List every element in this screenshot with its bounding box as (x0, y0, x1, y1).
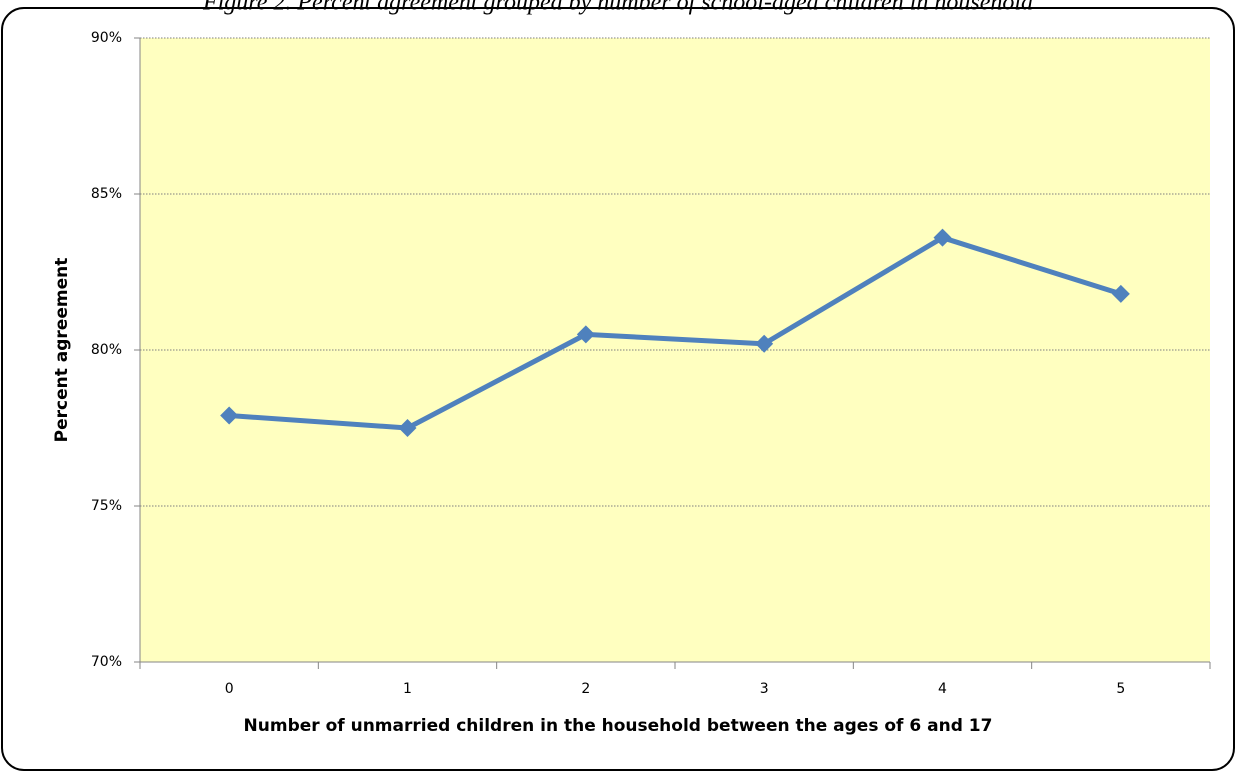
x-axis-title: Number of unmarried children in the hous… (244, 716, 993, 736)
x-tick-label: 0 (225, 681, 234, 697)
data-marker (755, 334, 774, 353)
x-tick-label: 4 (938, 681, 947, 697)
data-marker (1111, 284, 1130, 303)
y-tick-label: 85% (91, 186, 122, 202)
data-marker (576, 325, 595, 344)
data-marker (933, 228, 952, 247)
y-tick-label: 75% (91, 498, 122, 514)
x-tick-label: 3 (760, 681, 769, 697)
data-line (228, 235, 1122, 431)
data-marker (398, 419, 417, 437)
y-axis-title: Percent agreement (52, 258, 72, 443)
x-tick-label: 1 (403, 681, 412, 697)
y-tick-label: 80% (91, 342, 122, 358)
x-tick-label: 5 (1116, 681, 1125, 697)
plot-layer: 70% 75% 80% 85% 90% 0 1 2 3 4 5 (91, 30, 1211, 697)
chart-title: Figure 2. Percent agreement grouped by n… (202, 0, 1034, 16)
data-marker (220, 406, 239, 425)
x-tick-label: 2 (581, 681, 590, 697)
y-tick-label: 90% (91, 30, 122, 46)
y-tick-label: 70% (91, 654, 122, 670)
